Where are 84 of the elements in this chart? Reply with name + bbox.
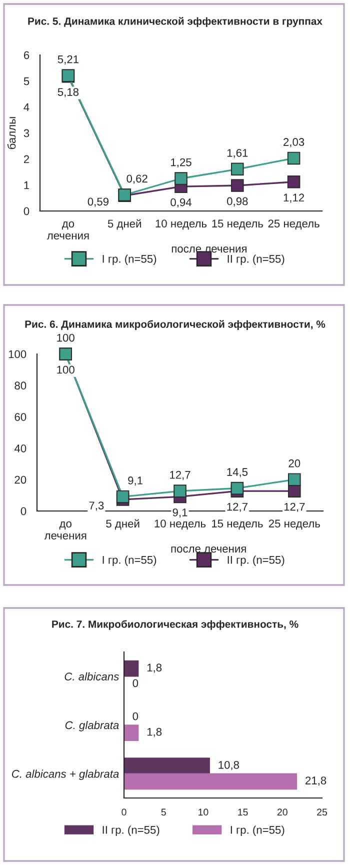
point (288, 484, 301, 498)
x-tick-label: 20 (277, 808, 288, 816)
y-tick-label: 5 (24, 77, 30, 86)
chart-title: Рис. 7. Микробиологическая эффективность, % (52, 620, 298, 630)
data-label: 0 (132, 712, 138, 720)
data-label: 12,7 (227, 502, 248, 512)
x-tick-label: 15 (238, 808, 248, 816)
legend-label: II гр. (n=55) (228, 556, 284, 566)
data-label: 9,1 (128, 476, 142, 486)
data-label: 0 (132, 679, 138, 688)
data-label: 0,94 (170, 198, 192, 208)
y-tick-label: 80 (14, 382, 26, 390)
x-tick-label: 5 (161, 808, 166, 816)
bar (124, 758, 210, 774)
bar (124, 724, 139, 741)
data-label: 100 (57, 366, 74, 374)
y-tick-label: 4 (24, 103, 30, 112)
y-tick-label: 100 (8, 350, 26, 358)
data-label: 1,25 (171, 158, 192, 168)
point (174, 484, 186, 498)
y-tick-label: 20 (14, 476, 26, 484)
data-label: 12,7 (284, 502, 305, 512)
x-tick-label: 25 (317, 808, 327, 816)
legend-label: I гр. (n=55) (230, 826, 284, 836)
x-tick-label: 10 (198, 808, 208, 816)
y-tick-label: C. albicans (64, 672, 119, 680)
y-tick-label: 40 (14, 444, 26, 452)
y-tick-label: C. albicans + glabrata (12, 770, 119, 780)
point (231, 162, 244, 176)
x-axis-title: после лечения (172, 246, 246, 253)
chart-title: Рис. 6. Динамика микробиологической эффективности, % (25, 320, 326, 330)
legend-label: II гр. (n=55) (228, 254, 284, 265)
legend-label: II гр. (n=55) (102, 826, 160, 836)
point (288, 473, 301, 486)
data-label: 21,8 (306, 776, 326, 786)
y-tick-label: 3 (24, 129, 30, 138)
chart-title: Рис. 5. Динамика клинической эффективности в группах (28, 17, 322, 27)
point (287, 175, 300, 188)
y-tick-label: 60 (14, 413, 26, 421)
data-label: 14,5 (227, 468, 248, 478)
data-label: 7,3 (89, 502, 104, 511)
x-tick-label: 15 недель (212, 220, 263, 230)
x-tick-label: 15 недель (212, 520, 263, 530)
legend-label: I гр. (n=55) (102, 254, 156, 265)
data-label: 1,8 (147, 664, 162, 673)
point (231, 179, 244, 192)
x-tick-label: 5 дней (108, 219, 141, 230)
data-label: 5,18 (58, 88, 79, 98)
point (287, 152, 300, 165)
bar (124, 773, 298, 790)
x-tick-label: 25 недель (268, 220, 320, 230)
y-tick-label: 6 (24, 51, 30, 60)
legend-label: I гр. (n=55) (102, 556, 156, 566)
data-label: 9,1 (172, 508, 188, 518)
bar (124, 660, 139, 677)
data-label: 0,98 (227, 197, 248, 206)
data-label: 5,21 (58, 55, 78, 65)
x-tick-label: 5 дней (106, 519, 140, 530)
data-label: 2,03 (284, 138, 304, 148)
y-tick-label: 0 (20, 507, 26, 516)
point (116, 490, 130, 504)
y-tick-label: C. glabrata (65, 720, 119, 732)
x-tick-label: 0 (122, 808, 126, 816)
y-tick-label: 1 (24, 181, 30, 190)
x-tick-label: до лечения (44, 521, 86, 540)
data-label: 1,8 (147, 728, 162, 738)
point (174, 172, 188, 185)
data-label: 10,8 (218, 760, 240, 770)
x-tick-label: 25 недель (268, 520, 320, 530)
y-tick-label: 2 (24, 155, 30, 164)
x-tick-label: до лечения (46, 221, 89, 240)
y-tick-label: 0 (24, 207, 30, 216)
data-label: 0,62 (126, 174, 148, 184)
data-label: 1,12 (284, 194, 304, 203)
x-axis-title: после лечения (171, 546, 246, 553)
x-tick-label: 10 недель (154, 520, 206, 530)
data-label: 100 (57, 334, 74, 342)
data-label: 12,7 (170, 470, 190, 480)
point (230, 482, 244, 495)
data-label: 1,61 (227, 148, 248, 158)
data-label: 20 (288, 459, 300, 468)
x-tick-label: 10 недель (156, 220, 207, 230)
y-axis-title: баллы (7, 117, 16, 149)
data-label: 0,59 (88, 198, 108, 207)
